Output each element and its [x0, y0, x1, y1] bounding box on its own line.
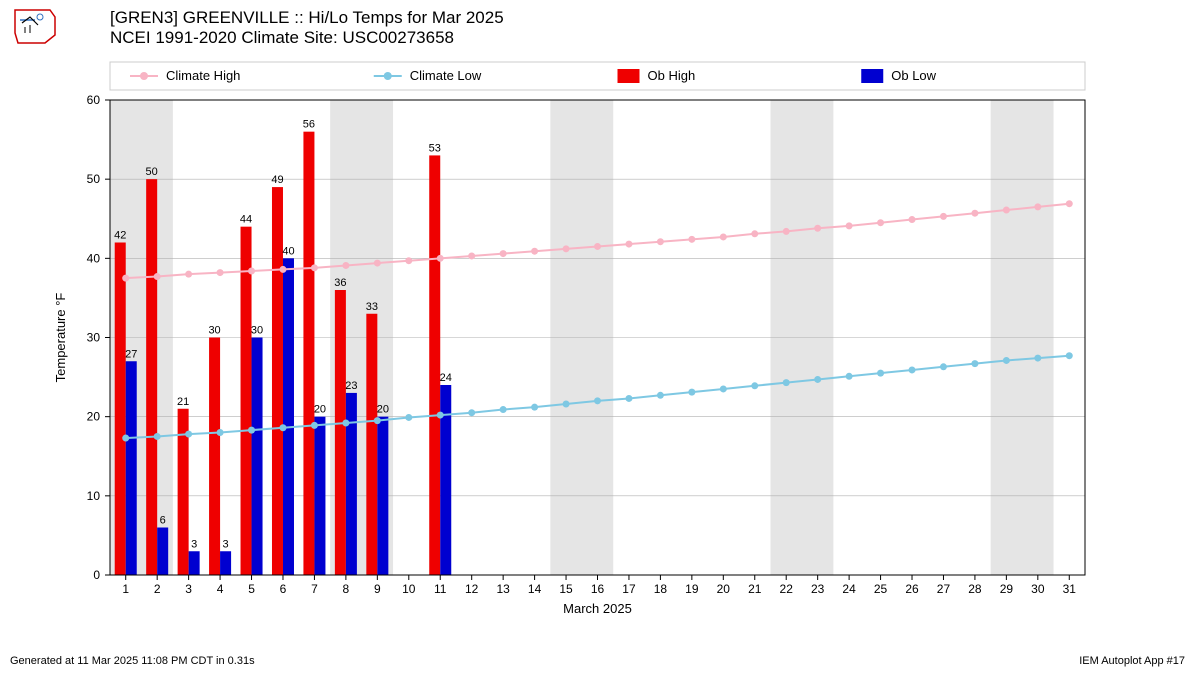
svg-text:50: 50 — [87, 172, 101, 186]
svg-text:50: 50 — [146, 166, 158, 178]
svg-text:30: 30 — [87, 331, 101, 345]
svg-text:56: 56 — [303, 119, 315, 131]
svg-text:Climate Low: Climate Low — [410, 68, 482, 83]
svg-text:3: 3 — [223, 538, 229, 550]
svg-text:4: 4 — [217, 582, 224, 596]
svg-text:18: 18 — [654, 582, 668, 596]
svg-text:Ob Low: Ob Low — [891, 68, 936, 83]
svg-text:3: 3 — [185, 582, 192, 596]
svg-text:23: 23 — [811, 582, 825, 596]
svg-text:6: 6 — [280, 582, 287, 596]
svg-text:17: 17 — [622, 582, 636, 596]
svg-text:24: 24 — [440, 372, 452, 384]
svg-text:30: 30 — [208, 325, 220, 337]
svg-text:7: 7 — [311, 582, 318, 596]
svg-text:24: 24 — [842, 582, 856, 596]
svg-text:19: 19 — [685, 582, 699, 596]
svg-text:Ob High: Ob High — [648, 68, 696, 83]
svg-text:20: 20 — [717, 582, 731, 596]
footer-generated: Generated at 11 Mar 2025 11:08 PM CDT in… — [10, 655, 255, 667]
svg-text:12: 12 — [465, 582, 479, 596]
svg-text:23: 23 — [345, 380, 357, 392]
svg-text:1: 1 — [122, 582, 129, 596]
svg-text:26: 26 — [905, 582, 919, 596]
svg-text:10: 10 — [402, 582, 416, 596]
svg-text:Temperature °F: Temperature °F — [53, 293, 68, 383]
svg-text:30: 30 — [251, 325, 263, 337]
svg-text:25: 25 — [874, 582, 888, 596]
svg-text:March 2025: March 2025 — [563, 601, 632, 616]
svg-text:14: 14 — [528, 582, 542, 596]
svg-text:20: 20 — [314, 404, 326, 416]
svg-text:21: 21 — [177, 396, 189, 408]
svg-text:15: 15 — [559, 582, 573, 596]
svg-text:49: 49 — [271, 174, 283, 186]
svg-text:13: 13 — [496, 582, 510, 596]
temperature-chart: Climate High Climate Low Ob High Ob Low 0 10 2… — [0, 0, 1200, 675]
svg-text:29: 29 — [1000, 582, 1014, 596]
svg-text:28: 28 — [968, 582, 982, 596]
svg-text:33: 33 — [366, 301, 378, 313]
svg-text:27: 27 — [937, 582, 951, 596]
svg-text:2: 2 — [154, 582, 161, 596]
svg-text:27: 27 — [125, 348, 137, 360]
svg-text:42: 42 — [114, 230, 126, 242]
svg-text:40: 40 — [282, 245, 294, 257]
svg-text:9: 9 — [374, 582, 381, 596]
svg-text:44: 44 — [240, 214, 252, 226]
svg-text:11: 11 — [434, 582, 447, 596]
svg-text:5: 5 — [248, 582, 255, 596]
svg-text:20: 20 — [377, 404, 389, 416]
svg-text:31: 31 — [1063, 582, 1077, 596]
svg-text:6: 6 — [160, 515, 166, 527]
svg-text:8: 8 — [343, 582, 350, 596]
svg-text:40: 40 — [87, 251, 101, 265]
svg-text:60: 60 — [87, 93, 101, 107]
svg-text:16: 16 — [591, 582, 605, 596]
svg-text:36: 36 — [334, 277, 346, 289]
svg-text:10: 10 — [87, 489, 101, 503]
svg-text:3: 3 — [191, 538, 197, 550]
footer-app: IEM Autoplot App #17 — [1079, 655, 1185, 667]
svg-text:20: 20 — [87, 410, 101, 424]
svg-text:30: 30 — [1031, 582, 1045, 596]
svg-text:21: 21 — [748, 582, 762, 596]
svg-text:0: 0 — [93, 568, 100, 582]
svg-text:53: 53 — [429, 142, 441, 154]
svg-text:22: 22 — [780, 582, 794, 596]
svg-text:Climate High: Climate High — [166, 68, 240, 83]
